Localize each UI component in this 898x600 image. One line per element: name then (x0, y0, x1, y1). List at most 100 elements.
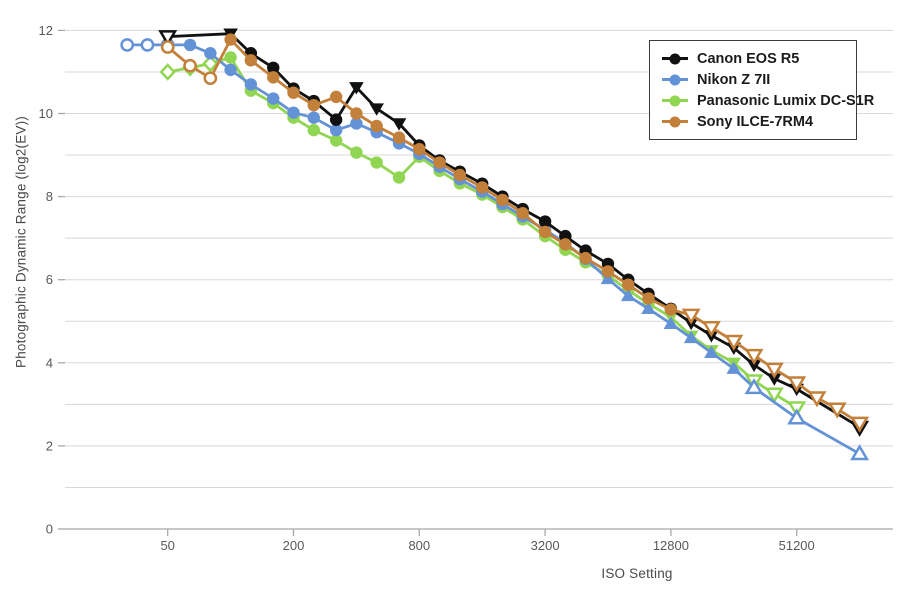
data-point (392, 131, 406, 144)
data-point (642, 292, 655, 305)
legend-marker-icon (662, 94, 688, 108)
data-point (807, 391, 827, 408)
data-point (203, 71, 218, 86)
data-point (681, 308, 701, 325)
y-tick-label-10: 10 (39, 106, 53, 121)
data-point (391, 118, 407, 131)
data-point (787, 376, 807, 393)
data-point (329, 134, 343, 147)
data-point (850, 416, 870, 433)
legend-marker-icon (662, 115, 688, 129)
data-point (349, 82, 364, 95)
data-point (287, 106, 300, 119)
legend: Canon EOS R5 Nikon Z 7II Panasonic Lumix D… (649, 40, 874, 140)
data-point (663, 316, 679, 329)
legend-label: Nikon Z 7II (697, 71, 771, 88)
legend-label: Sony ILCE-7RM4 (697, 113, 814, 130)
data-point (701, 321, 721, 338)
data-point (433, 156, 446, 169)
data-point (350, 107, 363, 120)
data-point (622, 278, 635, 291)
data-point (744, 378, 764, 395)
x-axis-ticks: 50 200 800 3200 12800 51200 (160, 529, 815, 553)
data-point (244, 54, 258, 67)
data-point (267, 71, 280, 84)
data-point (724, 334, 744, 351)
data-point (140, 38, 155, 52)
y-tick-label-6: 6 (46, 272, 53, 287)
data-point (329, 113, 343, 126)
data-point (267, 61, 280, 74)
legend-marker-icon (662, 52, 688, 66)
y-tick-label-2: 2 (46, 438, 53, 453)
y-tick-label-8: 8 (46, 189, 53, 204)
data-point (183, 58, 197, 73)
data-point (664, 303, 678, 316)
legend-item-sony-ilce-7rm4: Sony ILCE-7RM4 (662, 111, 848, 132)
data-point (350, 146, 363, 159)
legend-item-canon-eos-r5: Canon EOS R5 (662, 48, 848, 69)
data-point (224, 51, 237, 64)
data-point (538, 225, 552, 239)
data-point (496, 193, 509, 207)
data-point (683, 330, 699, 344)
data-point (641, 301, 656, 314)
data-point (329, 123, 343, 137)
data-point (224, 33, 237, 46)
data-point (307, 111, 320, 124)
data-point (827, 402, 847, 419)
data-point (287, 86, 300, 99)
data-point (764, 362, 784, 379)
legend-label: Canon EOS R5 (697, 50, 800, 67)
data-point (159, 63, 176, 81)
data-point (350, 117, 363, 130)
data-point (764, 387, 784, 404)
x-tick-label-12800: 12800 (653, 538, 689, 553)
data-point (392, 171, 406, 184)
series-canon-eos-r5 (158, 28, 870, 437)
data-point (224, 63, 237, 77)
y-axis-ticks: 0 2 4 6 8 10 12 (39, 23, 65, 537)
data-point (746, 359, 762, 373)
series-sony-ilce-7rm4 (160, 33, 870, 433)
data-point (369, 103, 384, 116)
data-point (120, 38, 135, 52)
x-tick-label-3200: 3200 (531, 538, 560, 553)
data-point (620, 288, 636, 302)
data-point (579, 251, 592, 265)
y-tick-label-12: 12 (39, 23, 53, 38)
data-point (516, 207, 529, 220)
data-point (244, 78, 258, 91)
data-point (202, 54, 219, 73)
data-point (413, 143, 426, 156)
data-point (453, 168, 466, 182)
data-point (744, 348, 764, 365)
data-point (370, 119, 383, 133)
data-point (204, 47, 217, 60)
data-point (538, 215, 552, 228)
data-point (559, 238, 572, 251)
x-tick-label-800: 800 (408, 538, 430, 553)
data-point (183, 38, 197, 52)
data-point (329, 90, 343, 104)
data-point (160, 40, 175, 54)
y-tick-label-4: 4 (46, 355, 53, 370)
x-tick-label-50: 50 (160, 538, 174, 553)
data-point (476, 181, 489, 194)
data-point (307, 123, 320, 137)
x-tick-label-200: 200 (283, 538, 305, 553)
y-tick-label-0: 0 (46, 522, 53, 537)
y-axis-title: Photographic Dynamic Range (log2(EV)) (13, 115, 29, 369)
legend-item-nikon-z-7ii: Nikon Z 7II (662, 69, 848, 90)
data-point (726, 361, 742, 374)
data-point (787, 408, 807, 425)
data-point (267, 92, 280, 105)
data-point (370, 156, 383, 169)
data-point (307, 98, 320, 112)
series-line-sony-ilce-7rm4 (166, 38, 861, 425)
data-point (766, 373, 782, 386)
data-point (704, 345, 719, 359)
data-point (850, 444, 870, 461)
